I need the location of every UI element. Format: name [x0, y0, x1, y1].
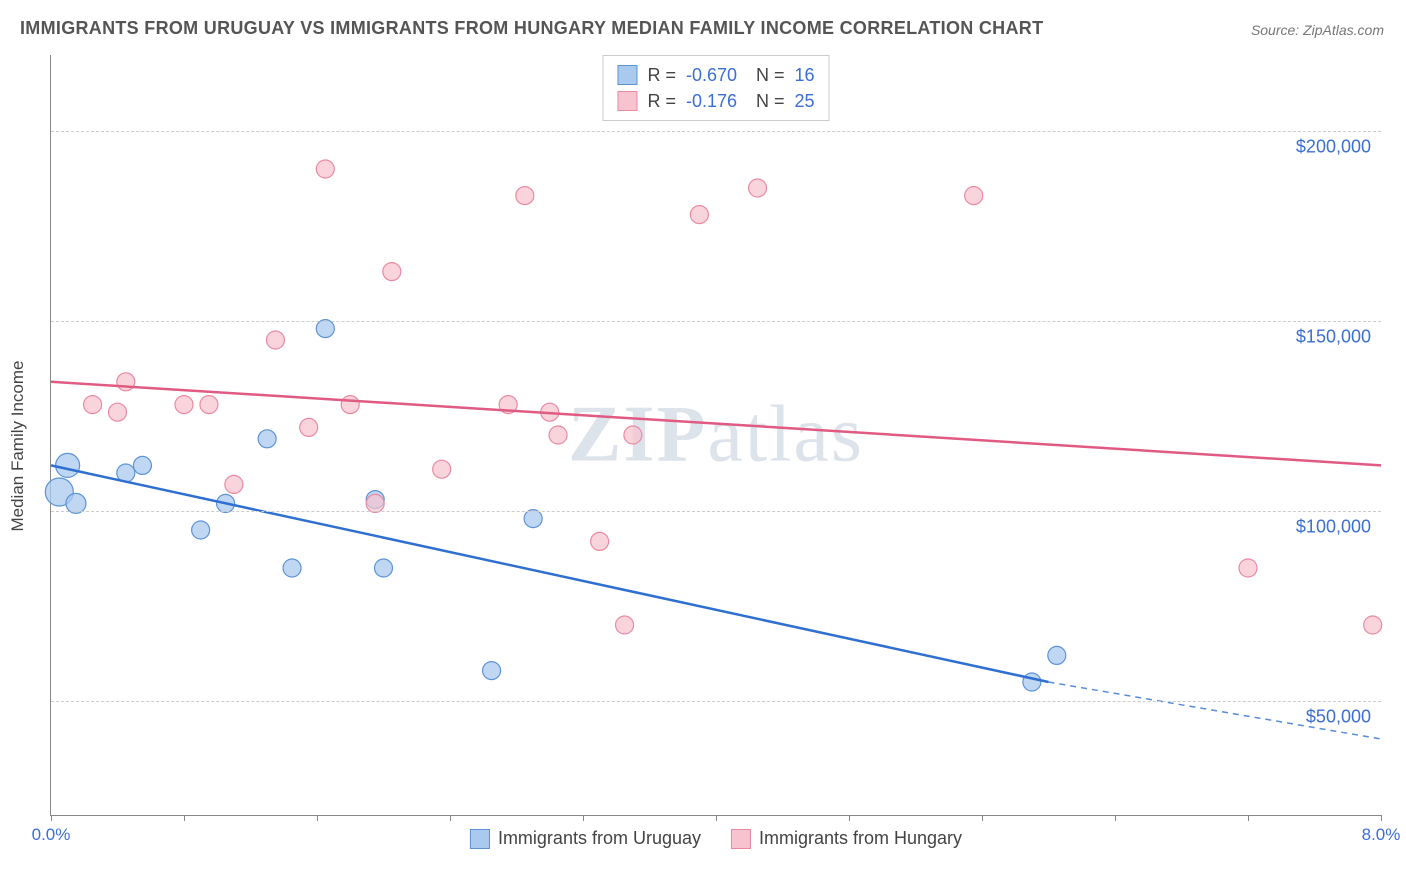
- data-point-uruguay: [375, 559, 393, 577]
- legend-bottom-item: Immigrants from Uruguay: [470, 828, 701, 849]
- data-point-hungary: [341, 396, 359, 414]
- data-point-hungary: [616, 616, 634, 634]
- data-point-hungary: [1364, 616, 1382, 634]
- data-point-hungary: [109, 403, 127, 421]
- data-point-hungary: [1239, 559, 1257, 577]
- data-point-hungary: [383, 263, 401, 281]
- data-point-hungary: [624, 426, 642, 444]
- x-tick: [1381, 815, 1382, 821]
- y-tick-label: $100,000: [1296, 517, 1371, 538]
- x-tick: [982, 815, 983, 821]
- data-point-hungary: [433, 460, 451, 478]
- data-point-hungary: [316, 160, 334, 178]
- x-tick: [716, 815, 717, 821]
- legend-label: Immigrants from Hungary: [759, 828, 962, 849]
- plot-area: ZIPatlas R =-0.670N =16R =-0.176N =25 Im…: [50, 55, 1381, 816]
- legend-bottom-item: Immigrants from Hungary: [731, 828, 962, 849]
- x-tick-label: 8.0%: [1362, 825, 1401, 845]
- data-point-uruguay: [1023, 673, 1041, 691]
- x-tick-label: 0.0%: [32, 825, 71, 845]
- source-label: Source: ZipAtlas.com: [1251, 22, 1384, 38]
- legend-n-val: 16: [795, 62, 815, 88]
- gridline-h: [51, 511, 1381, 512]
- y-axis-title: Median Family Income: [8, 360, 28, 531]
- legend-n-label: N =: [756, 62, 785, 88]
- data-point-hungary: [516, 187, 534, 205]
- data-point-hungary: [225, 475, 243, 493]
- legend-swatch-icon: [617, 65, 637, 85]
- legend-swatch-icon: [617, 91, 637, 111]
- data-point-hungary: [965, 187, 983, 205]
- x-tick: [450, 815, 451, 821]
- data-point-uruguay: [192, 521, 210, 539]
- data-point-hungary: [549, 426, 567, 444]
- legend-label: Immigrants from Uruguay: [498, 828, 701, 849]
- data-point-uruguay: [316, 320, 334, 338]
- x-tick: [1248, 815, 1249, 821]
- data-point-hungary: [300, 418, 318, 436]
- data-point-hungary: [749, 179, 767, 197]
- legend-r-val: -0.670: [686, 62, 746, 88]
- legend-r-label: R =: [647, 88, 676, 114]
- legend-bottom: Immigrants from Uruguay Immigrants from H…: [470, 828, 962, 849]
- trend-line-uruguay: [51, 465, 1049, 682]
- data-point-hungary: [366, 494, 384, 512]
- x-tick: [184, 815, 185, 821]
- data-point-hungary: [266, 331, 284, 349]
- legend-r-label: R =: [647, 62, 676, 88]
- legend-n-val: 25: [795, 88, 815, 114]
- x-tick: [1115, 815, 1116, 821]
- data-point-hungary: [690, 206, 708, 224]
- chart-title: IMMIGRANTS FROM URUGUAY VS IMMIGRANTS FR…: [20, 18, 1043, 39]
- x-tick: [51, 815, 52, 821]
- legend-swatch-icon: [731, 829, 751, 849]
- legend-top-row: R = -0.176 N = 25: [617, 88, 814, 114]
- legend-n-label: N =: [756, 88, 785, 114]
- gridline-h: [51, 701, 1381, 702]
- x-tick: [849, 815, 850, 821]
- data-point-uruguay: [483, 662, 501, 680]
- data-point-hungary: [84, 396, 102, 414]
- legend-r-val: -0.176: [686, 88, 746, 114]
- data-point-uruguay: [56, 453, 80, 477]
- x-tick: [317, 815, 318, 821]
- legend-swatch-icon: [470, 829, 490, 849]
- data-point-uruguay: [283, 559, 301, 577]
- data-point-uruguay: [133, 456, 151, 474]
- data-point-hungary: [200, 396, 218, 414]
- gridline-h: [51, 321, 1381, 322]
- trend-line-hungary: [51, 382, 1381, 466]
- data-point-hungary: [175, 396, 193, 414]
- data-point-uruguay: [258, 430, 276, 448]
- x-tick: [583, 815, 584, 821]
- y-tick-label: $200,000: [1296, 137, 1371, 158]
- y-tick-label: $50,000: [1306, 707, 1371, 728]
- legend-top-row: R = -0.670 N = 16: [617, 62, 814, 88]
- gridline-h: [51, 131, 1381, 132]
- y-tick-label: $150,000: [1296, 327, 1371, 348]
- data-point-hungary: [591, 532, 609, 550]
- legend-top: R = -0.670 N = 16 R = -0.176 N = 25: [602, 55, 829, 121]
- data-point-uruguay: [1048, 646, 1066, 664]
- data-point-uruguay: [524, 510, 542, 528]
